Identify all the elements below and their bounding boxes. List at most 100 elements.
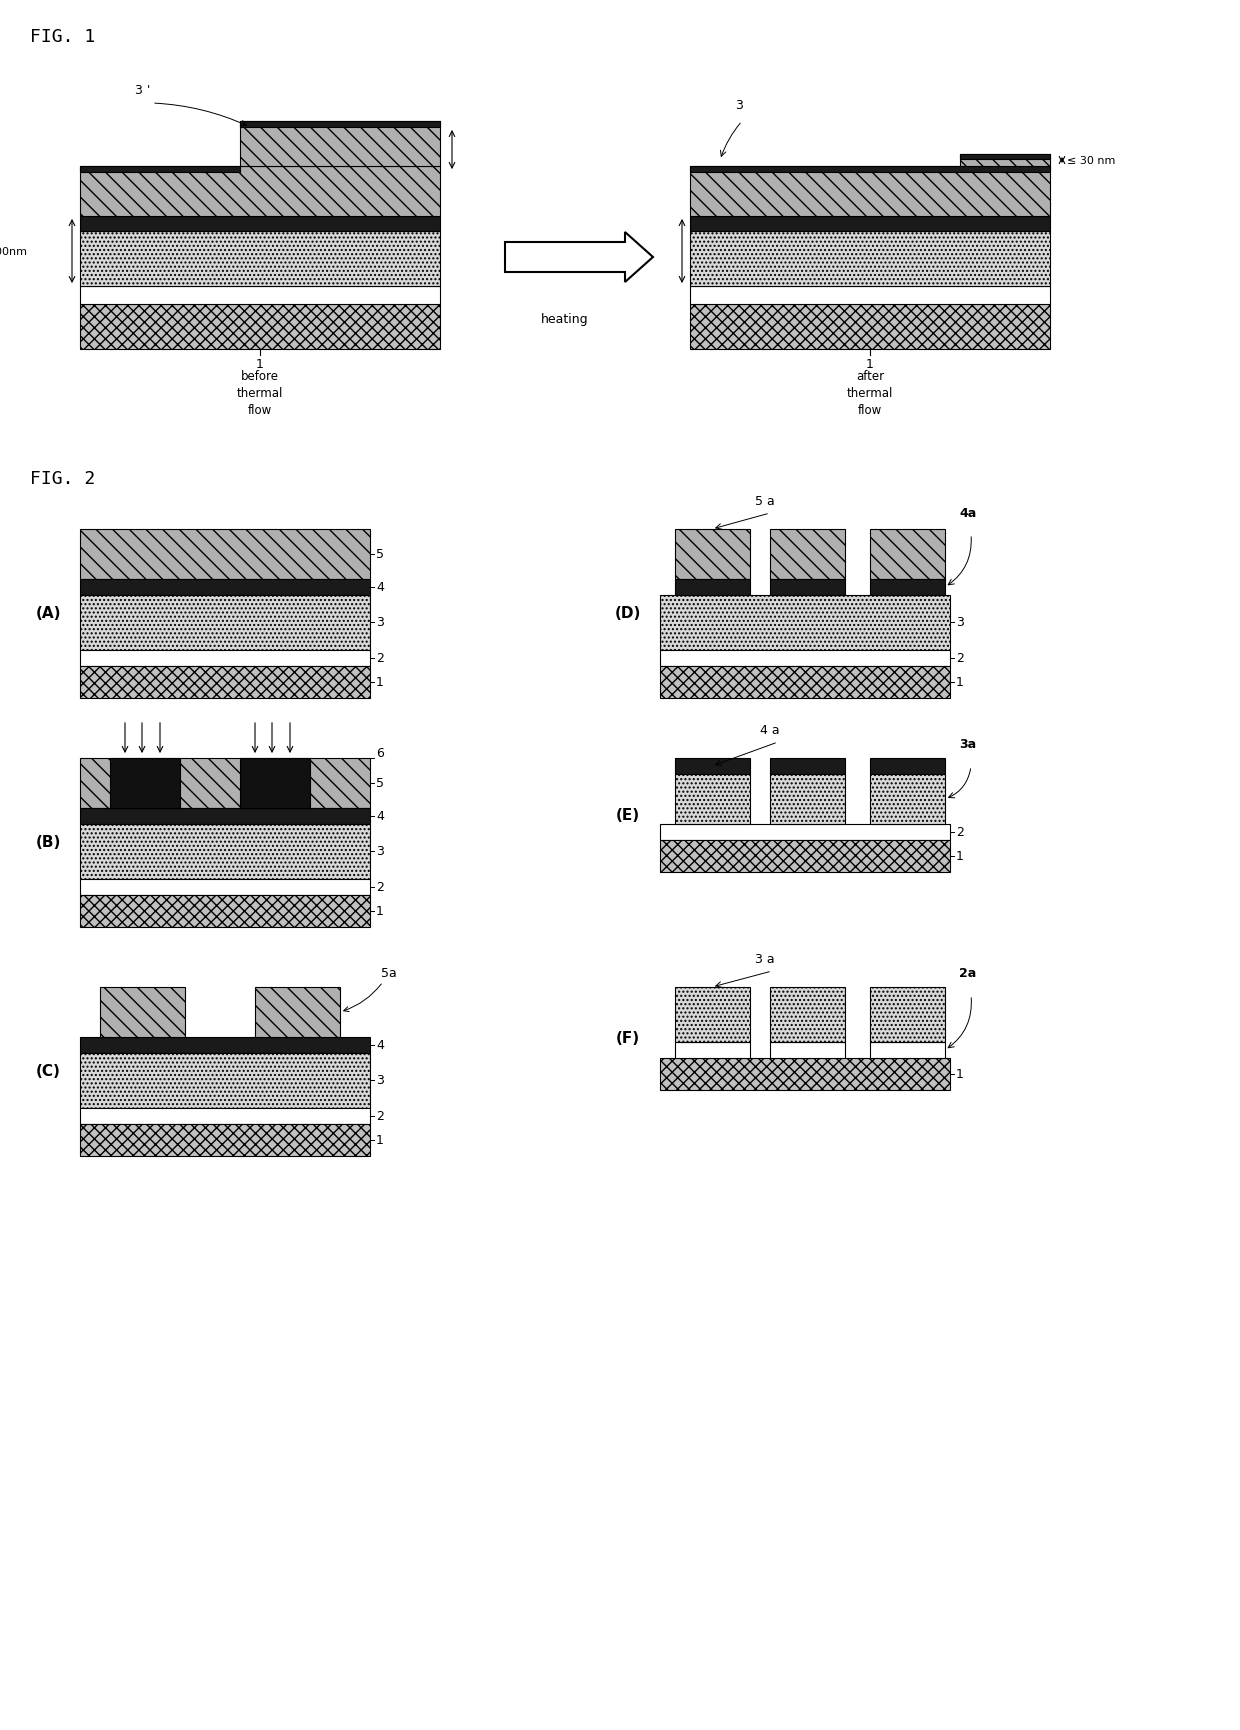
Bar — [870, 529, 945, 580]
Bar — [81, 216, 440, 232]
Bar — [770, 529, 844, 580]
Text: 3 ': 3 ' — [135, 85, 150, 97]
Bar — [660, 825, 950, 841]
Text: 2: 2 — [956, 652, 963, 664]
Bar — [660, 650, 950, 666]
Bar — [81, 758, 370, 808]
Text: heating: heating — [541, 313, 589, 325]
Text: 1: 1 — [956, 1067, 963, 1081]
Text: 1: 1 — [956, 676, 963, 689]
Bar — [675, 1043, 750, 1059]
Bar — [675, 988, 750, 1043]
Text: 2: 2 — [376, 652, 384, 664]
Bar — [241, 758, 310, 808]
Text: 1: 1 — [257, 358, 264, 370]
Bar — [660, 841, 950, 872]
Bar — [81, 879, 370, 896]
Bar — [241, 121, 440, 166]
Bar — [960, 156, 1050, 159]
Bar — [675, 529, 750, 580]
Text: 4: 4 — [376, 581, 384, 593]
Bar — [675, 775, 750, 825]
Text: 4a: 4a — [959, 507, 976, 519]
Text: 3a: 3a — [959, 737, 976, 751]
Bar — [110, 758, 180, 808]
Text: 5a: 5a — [343, 967, 397, 1012]
Bar — [81, 808, 370, 825]
Text: (F): (F) — [616, 1031, 640, 1047]
Bar — [689, 287, 1050, 304]
Bar — [870, 580, 945, 595]
Text: (D): (D) — [615, 606, 641, 621]
Bar — [870, 988, 945, 1043]
Text: 5 a: 5 a — [755, 495, 775, 507]
Text: 100nm: 100nm — [599, 247, 639, 256]
Bar — [81, 166, 440, 216]
Bar — [81, 1109, 370, 1124]
Text: (A): (A) — [35, 606, 61, 621]
Text: 3: 3 — [376, 844, 384, 858]
Text: 3: 3 — [735, 99, 743, 112]
Text: 4 a: 4 a — [760, 723, 780, 737]
Bar — [81, 1038, 370, 1054]
Text: 1: 1 — [376, 1133, 384, 1147]
Text: 1: 1 — [956, 849, 963, 863]
Bar — [255, 988, 340, 1038]
Text: 3 a: 3 a — [755, 953, 775, 965]
Bar — [770, 580, 844, 595]
Bar — [660, 1059, 950, 1090]
Bar — [81, 304, 440, 349]
Text: 100nm: 100nm — [0, 247, 29, 256]
Bar — [960, 156, 1050, 166]
Text: 3: 3 — [956, 616, 963, 630]
Bar — [689, 304, 1050, 349]
Text: 1: 1 — [376, 676, 384, 689]
Bar — [81, 1124, 370, 1156]
Bar — [770, 758, 844, 775]
Bar — [770, 988, 844, 1043]
Bar — [870, 1043, 945, 1059]
Bar — [770, 1043, 844, 1059]
Text: 2: 2 — [376, 1111, 384, 1123]
Text: (C): (C) — [36, 1064, 61, 1080]
Text: after
thermal
flow: after thermal flow — [847, 370, 893, 417]
Bar — [81, 595, 370, 650]
Text: before
thermal
flow: before thermal flow — [237, 370, 283, 417]
FancyArrow shape — [505, 234, 653, 282]
Bar — [81, 166, 241, 173]
Text: 4: 4 — [376, 1040, 384, 1052]
Bar — [660, 595, 950, 650]
Text: 4: 4 — [376, 810, 384, 823]
Bar — [870, 775, 945, 825]
Text: 3: 3 — [376, 1074, 384, 1086]
Bar — [660, 666, 950, 699]
Bar — [81, 896, 370, 927]
Bar — [100, 988, 185, 1038]
Bar — [689, 166, 1050, 173]
Bar — [81, 529, 370, 580]
Bar — [870, 758, 945, 775]
Bar — [81, 825, 370, 879]
Bar — [689, 232, 1050, 287]
Text: 1: 1 — [376, 905, 384, 919]
Bar — [81, 666, 370, 699]
Bar — [81, 1054, 370, 1109]
Text: (E): (E) — [616, 808, 640, 823]
Text: FIG. 1: FIG. 1 — [30, 28, 95, 47]
Bar — [81, 232, 440, 287]
Text: 2: 2 — [956, 825, 963, 839]
Text: 6: 6 — [376, 747, 384, 759]
Bar — [81, 650, 370, 666]
Text: 2a: 2a — [959, 967, 976, 979]
Text: 2: 2 — [376, 881, 384, 894]
Bar — [81, 287, 440, 304]
Text: 5: 5 — [376, 777, 384, 791]
Bar — [241, 121, 440, 128]
Text: 5: 5 — [376, 548, 384, 561]
Text: 1: 1 — [866, 358, 874, 370]
Bar — [81, 580, 370, 595]
Bar — [770, 775, 844, 825]
Bar — [689, 216, 1050, 232]
Bar — [689, 166, 1050, 216]
Bar — [675, 758, 750, 775]
